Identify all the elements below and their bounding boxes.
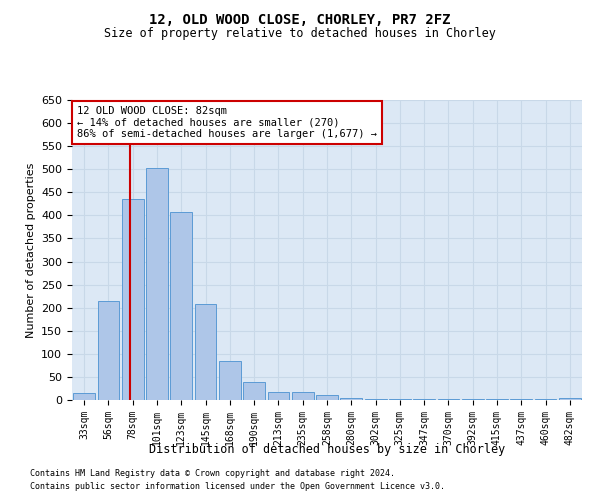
Bar [268, 392, 289, 400]
Bar [316, 396, 338, 400]
Bar [389, 398, 411, 400]
Text: Contains public sector information licensed under the Open Government Licence v3: Contains public sector information licen… [30, 482, 445, 491]
Bar [413, 398, 435, 400]
Bar [340, 398, 362, 400]
Text: 12, OLD WOOD CLOSE, CHORLEY, PR7 2FZ: 12, OLD WOOD CLOSE, CHORLEY, PR7 2FZ [149, 12, 451, 26]
Text: 12 OLD WOOD CLOSE: 82sqm
← 14% of detached houses are smaller (270)
86% of semi-: 12 OLD WOOD CLOSE: 82sqm ← 14% of detach… [77, 106, 377, 139]
Bar [535, 398, 556, 400]
Bar [365, 398, 386, 400]
Bar [437, 398, 460, 400]
Bar [146, 168, 168, 400]
Bar [170, 212, 192, 400]
Bar [97, 301, 119, 400]
Text: Contains HM Land Registry data © Crown copyright and database right 2024.: Contains HM Land Registry data © Crown c… [30, 468, 395, 477]
Bar [292, 392, 314, 400]
Bar [559, 398, 581, 400]
Bar [73, 393, 95, 400]
Bar [219, 361, 241, 400]
Bar [462, 398, 484, 400]
Bar [511, 398, 532, 400]
Bar [243, 382, 265, 400]
Text: Size of property relative to detached houses in Chorley: Size of property relative to detached ho… [104, 28, 496, 40]
Bar [486, 398, 508, 400]
Bar [194, 304, 217, 400]
Bar [122, 199, 143, 400]
Text: Distribution of detached houses by size in Chorley: Distribution of detached houses by size … [149, 442, 505, 456]
Y-axis label: Number of detached properties: Number of detached properties [26, 162, 35, 338]
